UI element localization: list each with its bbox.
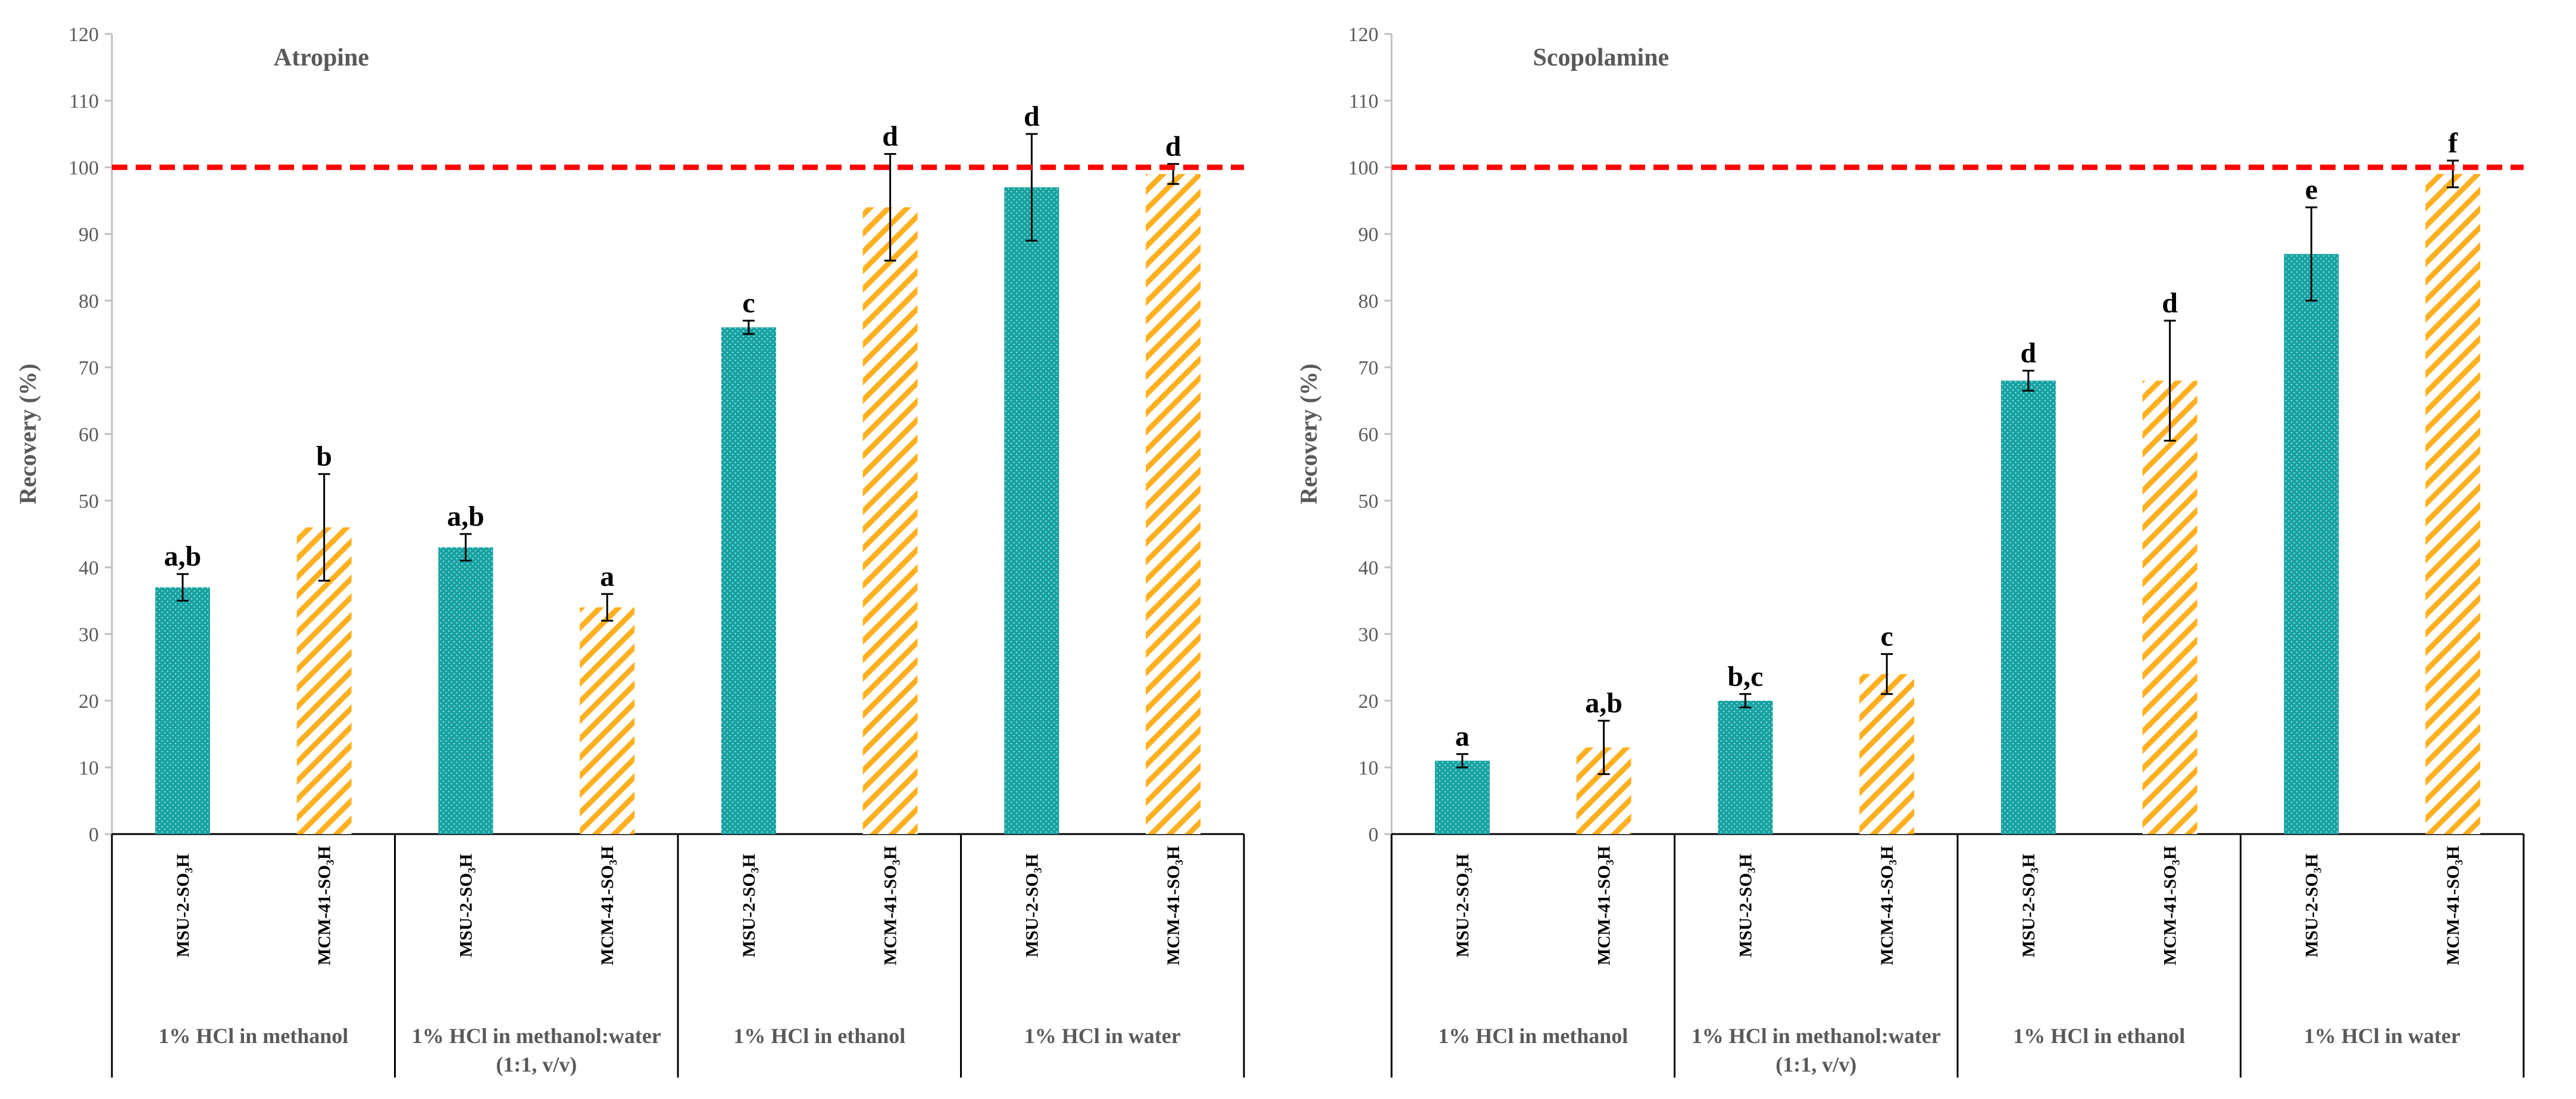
group-label: 1% HCl in water: [1024, 1024, 1181, 1048]
group-label: 1% HCl in methanol:water: [1692, 1024, 1941, 1048]
x-category-label: MSU-2-SO₃H: [2302, 854, 2321, 957]
group-label: (1:1, v/v): [1775, 1053, 1856, 1076]
y-tick-label: 70: [1358, 357, 1378, 379]
y-tick-label: 60: [1358, 424, 1378, 446]
x-category-label: MCM-41-SO₃H: [1595, 846, 1614, 966]
group-label: 1% HCl in methanol:water: [412, 1024, 661, 1048]
y-tick-label: 0: [1368, 824, 1378, 846]
y-tick-label: 20: [79, 691, 99, 713]
x-category-label: MCM-41-SO₃H: [881, 846, 901, 966]
y-tick-label: 10: [79, 757, 99, 779]
x-category-label: MCM-41-SO₃H: [598, 846, 617, 966]
y-tick-label: 90: [1358, 224, 1378, 246]
bar: [721, 327, 776, 834]
y-tick-label: 30: [1358, 624, 1378, 646]
significance-letter: c: [1880, 621, 1893, 652]
bar: [438, 547, 493, 834]
significance-letter: c: [742, 288, 755, 319]
y-tick-label: 20: [1358, 691, 1378, 713]
x-category-label: MCM-41-SO₃H: [2443, 846, 2463, 966]
x-category-label: MCM-41-SO₃H: [2161, 846, 2180, 966]
significance-letter: f: [2448, 127, 2458, 159]
x-category-label: MCM-41-SO₃H: [1877, 846, 1897, 966]
y-tick-label: 90: [79, 224, 99, 246]
x-category-label: MSU-2-SO₃H: [1736, 854, 1755, 957]
group-label: 1% HCl in water: [2304, 1024, 2461, 1048]
bar: [2000, 380, 2056, 834]
group-label: (1:1, v/v): [496, 1053, 577, 1076]
x-category-label: MSU-2-SO₃H: [173, 854, 193, 957]
significance-letter: b,c: [1727, 661, 1763, 692]
significance-letter: a: [600, 561, 614, 592]
significance-letter: a,b: [447, 501, 484, 532]
y-tick-label: 10: [1358, 757, 1378, 779]
y-axis-label: Recovery (%): [1295, 364, 1322, 505]
y-tick-label: 120: [68, 24, 99, 46]
x-category-label: MSU-2-SO₃H: [456, 854, 476, 957]
significance-letter: a,b: [1585, 688, 1622, 719]
bar: [2425, 174, 2481, 835]
y-tick-label: 60: [79, 424, 99, 446]
y-tick-label: 80: [1358, 291, 1378, 313]
significance-letter: e: [2305, 174, 2318, 205]
group-label: 1% HCl in methanol: [158, 1024, 348, 1048]
y-tick-label: 40: [79, 557, 99, 579]
y-tick-label: 110: [1349, 90, 1378, 113]
significance-letter: a,b: [164, 541, 202, 572]
y-tick-label: 70: [79, 357, 99, 379]
significance-letter: d: [2162, 288, 2178, 319]
y-tick-label: 40: [1358, 557, 1378, 579]
chart-title: Scopolamine: [1533, 44, 1670, 71]
y-tick-label: 100: [68, 157, 99, 179]
group-label: 1% HCl in methanol: [1438, 1024, 1628, 1048]
bar: [1146, 174, 1201, 835]
y-axis-label: Recovery (%): [14, 364, 41, 505]
group-label: 1% HCl in ethanol: [733, 1024, 905, 1048]
x-category-label: MSU-2-SO₃H: [1022, 854, 1042, 957]
significance-letter: d: [2021, 338, 2037, 369]
x-category-label: MCM-41-SO₃H: [1164, 846, 1183, 966]
significance-letter: d: [1165, 130, 1181, 162]
y-tick-label: 110: [69, 90, 99, 113]
y-tick-label: 100: [1348, 157, 1378, 179]
scopolamine-chart: Scopolamine Recovery (%) 0 10 20 30 40 50 60 70 80…: [1295, 24, 2525, 1078]
x-category-label: MCM-41-SO₃H: [315, 846, 334, 966]
bar: [2142, 380, 2197, 834]
bar: [1859, 674, 1915, 834]
significance-letter: d: [1024, 101, 1040, 132]
y-tick-label: 0: [89, 824, 99, 846]
chart-title: Atropine: [274, 44, 369, 71]
x-category-label: MSU-2-SO₃H: [2019, 854, 2039, 957]
significance-letter: a: [1455, 721, 1470, 753]
bar: [580, 607, 635, 834]
y-tick-label: 50: [79, 491, 99, 513]
bar: [2284, 254, 2339, 835]
significance-letter: d: [882, 121, 898, 152]
bar: [862, 207, 918, 835]
bar: [1718, 701, 1773, 834]
atropine-chart: Atropine Recovery (%) 0 10 20 30 40 50 60 70 80 90 1…: [14, 24, 1245, 1078]
x-category-label: MSU-2-SO₃H: [739, 854, 759, 957]
y-tick-label: 80: [79, 291, 99, 313]
x-category-label: MSU-2-SO₃H: [1453, 854, 1473, 957]
y-tick-label: 50: [1358, 491, 1378, 513]
y-tick-label: 30: [79, 624, 99, 646]
significance-letter: b: [316, 441, 332, 472]
group-label: 1% HCl in ethanol: [2013, 1024, 2185, 1048]
y-tick-label: 120: [1348, 24, 1378, 46]
bar: [155, 587, 210, 834]
bar: [1434, 760, 1490, 834]
bar: [1004, 187, 1059, 835]
